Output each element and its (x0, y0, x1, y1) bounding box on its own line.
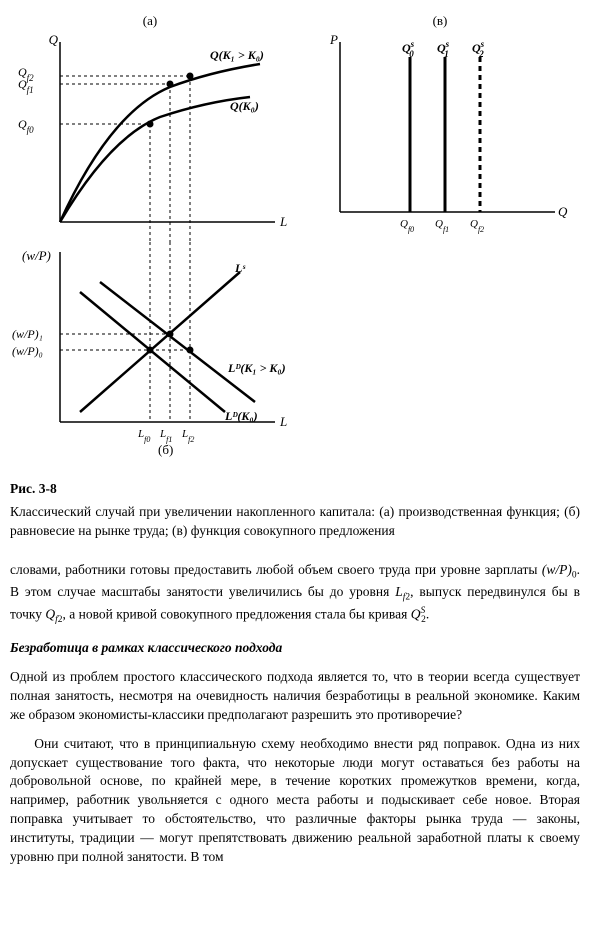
p1-e: . (426, 606, 429, 621)
svg-text:Qs2: Qs2 (472, 39, 485, 59)
body-p2: Одной из проблем простого классического … (10, 668, 580, 725)
svg-text:L: L (279, 214, 287, 229)
panel-a-svg: Q L Q(K₁ > K₀) Q(K₀) Qf0 Qf1 Qf2 (10, 32, 290, 242)
svg-text:(w/P)₁: (w/P)₁ (12, 327, 43, 341)
caption-text: Классический случай при увеличении накоп… (10, 503, 580, 541)
svg-text:Qs0: Qs0 (402, 39, 415, 59)
svg-text:P: P (329, 32, 338, 47)
p1-d: , а новой кривой совокупного предложения… (63, 606, 411, 621)
svg-text:Lˢ: Lˢ (234, 261, 246, 275)
body-p3: Они считают, что в принципиальную схему … (10, 735, 580, 867)
panel-v-svg: P Q Qs0 Qs1 Qs2 Qf0 Qf1 Qf2 (310, 32, 570, 242)
panel-a-label: (а) (10, 12, 290, 30)
p1-a: словами, работники готовы предоставить л… (10, 562, 542, 577)
panel-v-label: (в) (310, 12, 570, 30)
svg-text:Q(K₀): Q(K₀) (230, 99, 259, 113)
svg-text:Lf2: Lf2 (181, 428, 194, 444)
svg-text:Qf0: Qf0 (18, 117, 34, 135)
svg-text:Lᴰ(K₀): Lᴰ(K₀) (224, 409, 258, 423)
svg-text:Qf0: Qf0 (400, 218, 414, 234)
svg-text:(б): (б) (158, 442, 173, 457)
svg-text:Q(K₁ > K₀): Q(K₁ > K₀) (210, 48, 264, 62)
panel-b-svg: (w/P) L Lˢ Lᴰ(K₀) Lᴰ(K₁ > K₀) (w/P)₁ (w/… (10, 242, 290, 462)
caption-title: Рис. 3-8 (10, 480, 580, 499)
panel-v-container: (в) P Q Qs0 Qs1 Qs2 Qf0 Qf1 Qf2 (310, 10, 570, 242)
svg-text:Lf0: Lf0 (137, 428, 150, 444)
subheading: Безработица в рамках классического подхо… (10, 639, 580, 658)
svg-text:L: L (279, 414, 287, 429)
svg-text:Qf2: Qf2 (470, 218, 484, 234)
svg-text:(w/P): (w/P) (22, 248, 51, 263)
figure-top-row: (а) Q L Q(K₁ > K₀) Q(K₀) Qf0 Qf1 Qf2 (10, 10, 580, 242)
panel-b-container: (w/P) L Lˢ Lᴰ(K₀) Lᴰ(K₁ > K₀) (w/P)₁ (w/… (10, 242, 290, 462)
svg-text:Lᴰ(K₁ > K₀): Lᴰ(K₁ > K₀) (227, 361, 286, 375)
body-p1: словами, работники готовы предоставить л… (10, 561, 580, 627)
svg-text:Q: Q (49, 32, 59, 47)
svg-text:Qs1: Qs1 (437, 39, 450, 59)
panel-a-container: (а) Q L Q(K₁ > K₀) Q(K₀) Qf0 Qf1 Qf2 (10, 10, 290, 242)
svg-text:Qf1: Qf1 (435, 218, 449, 234)
svg-text:(w/P)₀: (w/P)₀ (12, 344, 43, 358)
svg-text:Q: Q (558, 204, 568, 219)
